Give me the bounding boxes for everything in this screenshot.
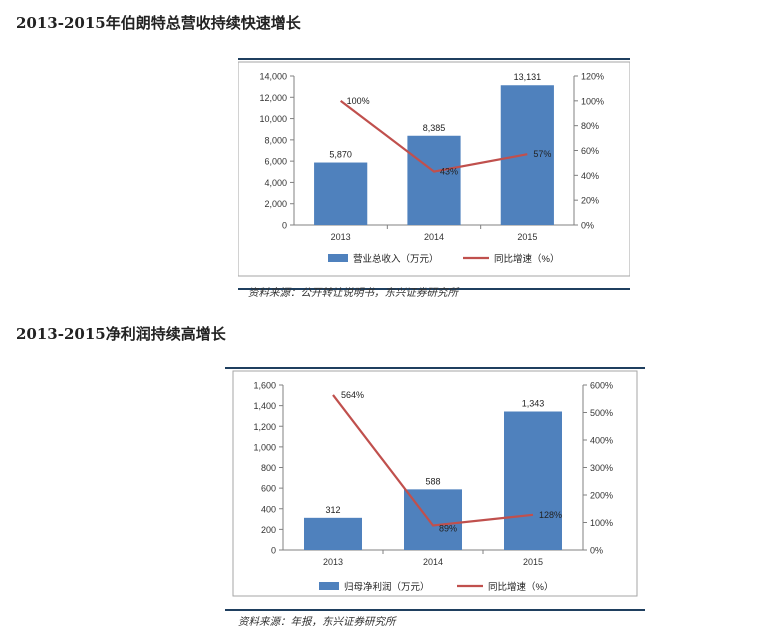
bar-value-label: 312 — [325, 505, 340, 515]
bar-value-label: 1,343 — [522, 399, 545, 409]
plot-frame — [232, 370, 638, 597]
x-tick-label: 2015 — [517, 232, 537, 242]
legend-bar-swatch — [319, 582, 339, 590]
left-tick-label: 1,200 — [253, 422, 276, 432]
x-tick-label: 2013 — [331, 232, 351, 242]
bar-value-label: 8,385 — [423, 123, 446, 133]
left-tick-label: 0 — [282, 221, 287, 231]
bar-value-label: 13,131 — [514, 72, 542, 82]
chart2-container: 0 200 400 600 800 1,000 1,200 1,400 1,600 0% 100% 2… — [225, 367, 645, 611]
right-tick-label: 100% — [581, 96, 604, 106]
right-tick-label: 60% — [581, 146, 599, 156]
growth-point-label: 128% — [539, 510, 562, 520]
right-tick-label: 20% — [581, 196, 599, 206]
left-tick-label: 800 — [261, 463, 276, 473]
left-tick-label: 0 — [271, 546, 276, 556]
right-tick-label: 0% — [590, 546, 603, 556]
left-tick-label: 1,000 — [253, 442, 276, 452]
legend-line-label: 同比增速（%） — [488, 581, 553, 593]
growth-point-label: 43% — [440, 167, 458, 177]
right-tick-label: 600% — [590, 381, 613, 391]
legend-bar-label: 归母净利润（万元） — [344, 581, 430, 593]
left-tick-label: 1,600 — [253, 381, 276, 391]
right-tick-label: 80% — [581, 121, 599, 131]
left-tick-label: 14,000 — [259, 72, 287, 82]
right-tick-label: 0% — [581, 221, 594, 231]
left-tick-label: 4,000 — [264, 178, 287, 188]
left-tick-label: 600 — [261, 484, 276, 494]
chart1-heading: 2013-2015年伯朗特总营收持续快速增长 — [16, 14, 301, 32]
growth-point-label: 89% — [439, 524, 457, 534]
x-tick-label: 2014 — [423, 557, 443, 567]
right-tick-label: 500% — [590, 408, 613, 418]
revenue-chart: 0 2,000 4,000 6,000 8,000 10,000 12,000 14,000 0… — [238, 58, 630, 290]
right-tick-label: 400% — [590, 436, 613, 446]
legend-bar-swatch — [328, 254, 348, 262]
net-profit-chart: 0 200 400 600 800 1,000 1,200 1,400 1,600 0% 100% 2… — [225, 367, 645, 611]
left-tick-label: 400 — [261, 504, 276, 514]
legend-bar-label: 营业总收入（万元） — [353, 253, 439, 265]
plot-frame — [238, 61, 630, 277]
bar-value-label: 5,870 — [329, 150, 352, 160]
chart2-source: 资料来源：年报，东兴证券研究所 — [238, 616, 396, 628]
x-tick-label: 2013 — [323, 557, 343, 567]
bar-2013 — [304, 517, 362, 550]
left-tick-label: 8,000 — [264, 135, 287, 145]
growth-point-label: 564% — [341, 390, 364, 400]
bar-2013 — [314, 162, 368, 225]
chart1-container: 0 2,000 4,000 6,000 8,000 10,000 12,000 14,000 0… — [238, 58, 630, 290]
x-tick-label: 2015 — [523, 557, 543, 567]
left-tick-label: 200 — [261, 525, 276, 535]
left-tick-label: 6,000 — [264, 157, 287, 167]
right-tick-label: 120% — [581, 72, 604, 82]
left-tick-label: 2,000 — [264, 199, 287, 209]
growth-point-label: 57% — [533, 149, 551, 159]
growth-line — [332, 394, 534, 527]
right-tick-label: 200% — [590, 491, 613, 501]
bar-2015 — [504, 411, 562, 550]
growth-point-label: 100% — [347, 96, 370, 106]
legend-line-label: 同比增速（%） — [494, 253, 559, 265]
bar-2014 — [407, 135, 461, 225]
right-tick-label: 40% — [581, 171, 599, 181]
bar-value-label: 588 — [425, 476, 440, 486]
left-tick-label: 12,000 — [259, 93, 287, 103]
growth-line — [340, 99, 528, 173]
chart1-source: 资料来源：公开转让说明书，东兴证券研究所 — [248, 287, 458, 299]
x-tick-label: 2014 — [424, 232, 444, 242]
right-tick-label: 300% — [590, 463, 613, 473]
chart2-heading: 2013-2015净利润持续高增长 — [16, 325, 226, 343]
right-tick-label: 100% — [590, 518, 613, 528]
left-tick-label: 1,400 — [253, 401, 276, 411]
left-tick-label: 10,000 — [259, 114, 287, 124]
